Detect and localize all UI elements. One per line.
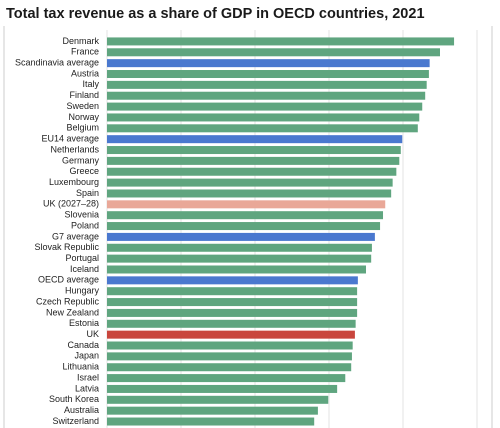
bar: [107, 319, 356, 328]
y-tick-label: EU14 average: [41, 134, 99, 144]
bar: [107, 211, 384, 220]
y-tick-label: Luxembourg: [49, 177, 99, 187]
y-tick-label: G7 average: [52, 231, 99, 241]
bar: [107, 135, 403, 144]
bar: [107, 189, 392, 198]
bar: [107, 341, 353, 350]
y-tick-label: Switzerland: [52, 416, 99, 426]
y-tick-label: Italy: [82, 79, 99, 89]
bar: [107, 102, 423, 111]
bar: [107, 374, 346, 383]
y-tick-label: Hungary: [65, 286, 100, 296]
y-tick-label: Lithuania: [62, 362, 99, 372]
y-tick-label: Sweden: [66, 101, 99, 111]
y-tick-label: Iceland: [70, 264, 99, 274]
y-tick-label: OECD average: [38, 275, 99, 285]
y-tick-label: Australia: [64, 405, 99, 415]
y-tick-label: Latvia: [75, 383, 99, 393]
bar: [107, 200, 386, 209]
bar: [107, 265, 366, 274]
y-tick-label: Denmark: [62, 36, 99, 46]
bar: [107, 124, 418, 133]
y-tick-label: Greece: [69, 166, 99, 176]
bar: [107, 276, 358, 285]
y-tick-label: France: [71, 47, 99, 57]
bar: [107, 308, 358, 317]
y-tick-label: Norway: [68, 112, 99, 122]
bar: [107, 243, 372, 252]
y-tick-label: Scandinavia average: [15, 58, 99, 68]
y-tick-label: Poland: [71, 220, 99, 230]
bar: [107, 395, 329, 404]
y-tick-label: Netherlands: [50, 144, 99, 154]
bar: [107, 48, 440, 57]
bar: [107, 37, 455, 46]
bar: [107, 330, 355, 339]
y-tick-label: Canada: [67, 340, 99, 350]
y-tick-label: Estonia: [69, 318, 99, 328]
chart-title: Total tax revenue as a share of GDP in O…: [6, 6, 425, 22]
bar: [107, 167, 397, 176]
y-tick-label: New Zealand: [46, 307, 99, 317]
y-tick-label: Slovenia: [64, 210, 99, 220]
bar: [107, 287, 358, 296]
y-tick-label: Portugal: [65, 253, 99, 263]
y-tick-label: Austria: [71, 68, 99, 78]
bar: [107, 156, 400, 165]
y-tick-label: Slovak Republic: [34, 242, 99, 252]
y-tick-label: Israel: [77, 372, 99, 382]
y-tick-label: UK: [86, 329, 99, 339]
bar: [107, 178, 393, 187]
y-tick-label: South Korea: [49, 394, 99, 404]
y-tick-label: Japan: [74, 351, 99, 361]
y-tick-label: Belgium: [66, 123, 99, 133]
bar: [107, 384, 338, 393]
y-tick-label: Germany: [62, 155, 100, 165]
bar: [107, 417, 315, 426]
y-tick-label: UK (2027–28): [43, 199, 99, 209]
y-tick-label: Czech Republic: [36, 296, 100, 306]
bar: [107, 146, 401, 155]
bar: [107, 254, 372, 263]
bar: [107, 222, 381, 231]
y-tick-label: Finland: [69, 90, 99, 100]
bar: [107, 80, 427, 89]
bar: [107, 232, 375, 241]
bar: [107, 298, 358, 307]
bar: [107, 352, 352, 361]
bar: [107, 91, 426, 100]
bar: [107, 113, 420, 122]
bar: [107, 406, 318, 415]
y-tick-label: Spain: [76, 188, 99, 198]
bar: [107, 363, 352, 372]
bar: [107, 59, 430, 68]
bar: [107, 70, 429, 79]
